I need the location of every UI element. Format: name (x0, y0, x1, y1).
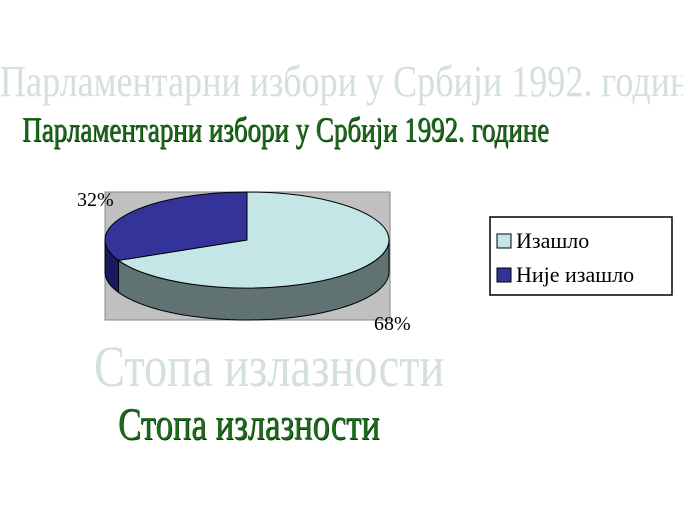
legend-swatch (496, 233, 512, 249)
legend-swatch (496, 267, 512, 283)
title-shadow: Парламентарни избори у Србији 1992. годи… (0, 57, 683, 106)
legend-label: Изашло (516, 228, 589, 253)
legend-label: Није изашло (516, 262, 634, 287)
chart-title: Парламентарни избори у Србији 1992. годи… (22, 110, 549, 149)
slice-nije-izashlo (104, 191, 248, 261)
data-label-izashlo: 68% (374, 313, 411, 335)
chart-subtitle: Стопа излазности (118, 399, 380, 449)
slice-izashlo (117, 191, 390, 289)
subtitle-shadow: Стопа излазности (94, 334, 445, 399)
data-label-nije-izashlo: 32% (77, 189, 114, 211)
legend (489, 216, 673, 296)
